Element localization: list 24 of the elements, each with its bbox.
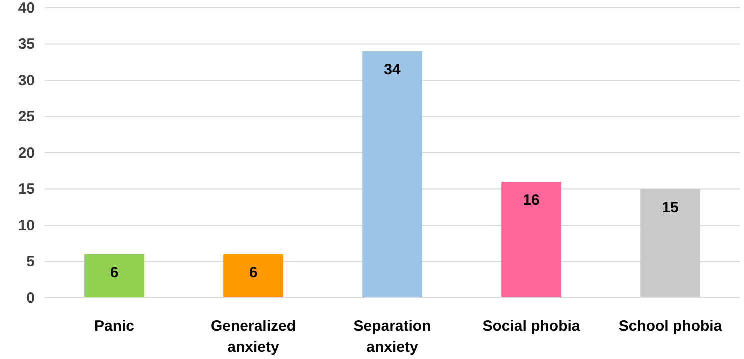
y-tick-label: 25: [18, 108, 35, 126]
y-tick-label: 10: [18, 217, 35, 234]
x-tick-label: School phobia: [618, 318, 723, 335]
y-tick-label: 5: [26, 254, 35, 271]
y-tick-label: 20: [18, 144, 35, 162]
bar: [640, 189, 700, 298]
x-tick-label: Social phobia: [482, 318, 581, 335]
y-tick-label: 40: [18, 0, 35, 17]
data-label: 34: [384, 62, 402, 78]
data-label: 6: [249, 264, 258, 282]
y-tick-label: 35: [18, 36, 35, 54]
data-label: 16: [523, 192, 540, 209]
y-tick-label: 0: [26, 290, 35, 307]
data-label: 6: [110, 264, 119, 282]
bar: [362, 52, 422, 298]
x-tick-label: Generalized anxiety: [210, 318, 296, 356]
y-tick-label: 30: [18, 72, 35, 90]
data-label: 15: [662, 199, 679, 216]
y-tick-label: 15: [18, 181, 35, 198]
x-tick-label: Separation anxiety: [354, 318, 432, 356]
bar: [84, 254, 144, 298]
bar: [224, 254, 284, 298]
x-tick-label: Panic: [94, 318, 135, 335]
bar: [502, 182, 562, 298]
